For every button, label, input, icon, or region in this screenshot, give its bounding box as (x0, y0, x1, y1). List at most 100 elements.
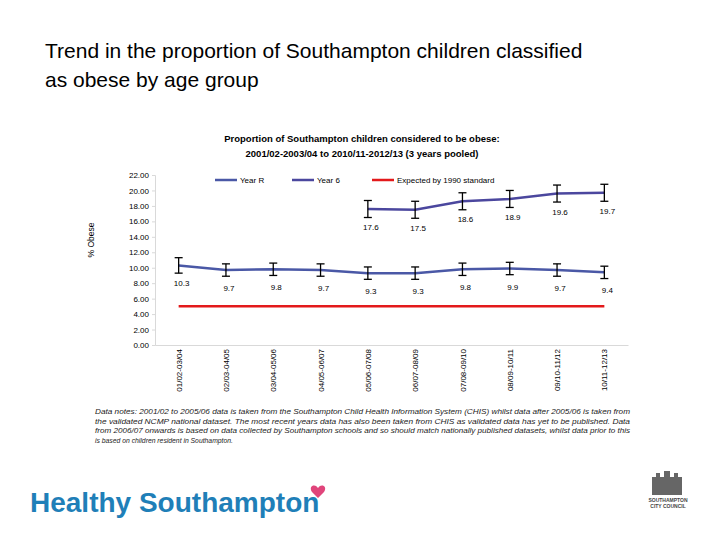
y-tick-mark (152, 314, 155, 315)
data-label: 9.8 (271, 283, 283, 292)
error-bar (506, 262, 514, 274)
x-tick: 03/04-05/06 (269, 345, 278, 392)
y-tick-label: 16.00 (129, 217, 150, 226)
error-bar (600, 266, 608, 278)
x-tick-label: 09/10-11/12 (553, 348, 562, 391)
x-tick: 01/02-03/04 (175, 345, 184, 392)
y-tick: 2.00 (133, 326, 155, 335)
y-tick: 0.00 (133, 341, 155, 350)
error-cap (411, 218, 419, 219)
error-stem (225, 264, 226, 276)
y-tick-label: 14.00 (129, 233, 150, 242)
y-tick-mark (152, 206, 155, 207)
logo-icon (652, 471, 682, 495)
data-label: 19.7 (600, 207, 616, 216)
x-axis: 01/02-03/0402/03-04/0503/04-05/0604/05-0… (156, 345, 629, 392)
error-cap (600, 278, 608, 279)
error-bar (553, 264, 561, 276)
x-tick: 09/10-11/12 (553, 345, 562, 391)
x-tick: 08/09-10/11 (506, 345, 515, 391)
error-bar (411, 267, 419, 279)
data-label: 9.9 (507, 283, 519, 292)
y-tick: 12.00 (129, 248, 155, 257)
error-cap (506, 262, 514, 263)
legend-label: Expected by 1990 standard (397, 176, 494, 185)
error-stem (604, 266, 605, 278)
data-label: 9.7 (223, 284, 235, 293)
x-tick-label: 08/09-10/11 (506, 348, 515, 391)
y-tick-label: 22.00 (129, 171, 150, 180)
y-tick: 20.00 (129, 187, 155, 196)
y-tick-label: 12.00 (129, 248, 150, 257)
error-bar (175, 258, 183, 273)
error-cap (600, 201, 608, 202)
error-cap (175, 257, 183, 258)
x-tick: 06/07-08/09 (411, 345, 420, 392)
x-tick: 10/11-12/13 (600, 345, 609, 391)
error-cap (458, 275, 466, 276)
legend-item: Expected by 1990 standard (372, 176, 494, 185)
y-tick: 18.00 (129, 202, 155, 211)
error-bar (553, 185, 561, 202)
data-label: 18.9 (505, 213, 521, 222)
error-cap (222, 276, 230, 277)
series-line (368, 193, 604, 210)
error-stem (414, 201, 415, 218)
x-tick-label: 07/08-09/10 (459, 348, 468, 391)
data-label: 18.6 (458, 215, 474, 224)
data-label: 9.7 (554, 284, 566, 293)
reference-line (179, 305, 605, 308)
error-stem (509, 262, 510, 274)
error-cap (411, 201, 419, 202)
error-cap (506, 190, 514, 191)
error-stem (556, 264, 557, 276)
y-tick-mark (152, 237, 155, 238)
data-label: 17.5 (410, 224, 426, 233)
legend: Year R Year 6 Expected by 1990 standard (215, 176, 494, 185)
error-cap (269, 262, 277, 263)
error-stem (178, 258, 179, 273)
x-axis-line (156, 345, 629, 346)
legend-swatch (372, 179, 394, 182)
y-tick-mark (152, 345, 155, 346)
error-stem (556, 185, 557, 202)
legend-label: Year R (240, 176, 264, 185)
error-bar (364, 267, 372, 279)
footer: Healthy Southampton (30, 487, 319, 518)
error-stem (367, 267, 368, 279)
error-cap (411, 266, 419, 267)
y-tick: 6.00 (133, 295, 155, 304)
error-cap (458, 192, 466, 193)
error-bar (411, 201, 419, 218)
y-axis-line (152, 176, 156, 346)
chart-title: 2001/02-2003/04 to 2010/11-2012/13 (3 ye… (246, 148, 479, 159)
data-label: 9.7 (318, 284, 330, 293)
error-bar (458, 193, 466, 210)
data-label: 17.6 (363, 223, 379, 232)
error-cap (222, 263, 230, 264)
error-cap (364, 266, 372, 267)
error-bar (269, 263, 277, 275)
error-cap (458, 209, 466, 210)
x-tick-label: 02/03-04/05 (222, 348, 231, 391)
legend-swatch (292, 179, 314, 182)
error-cap (600, 184, 608, 185)
x-tick-label: 03/04-05/06 (269, 348, 278, 391)
y-tick-label: 0.00 (133, 341, 149, 350)
error-cap (317, 276, 325, 277)
x-tick: 05/06-07/08 (364, 345, 373, 392)
error-stem (604, 184, 605, 201)
plot-marks (175, 184, 609, 306)
y-tick-label: 4.00 (133, 310, 149, 319)
y-tick-label: 20.00 (129, 187, 150, 196)
y-tick: 10.00 (129, 264, 155, 273)
y-tick-label: 18.00 (129, 202, 150, 211)
y-tick-mark (152, 190, 155, 191)
legend-item: Year 6 (292, 176, 340, 185)
data-label: 19.6 (552, 208, 568, 217)
error-cap (553, 276, 561, 277)
error-stem (462, 193, 463, 210)
error-cap (553, 263, 561, 264)
series-line (179, 265, 605, 273)
error-cap (506, 207, 514, 208)
